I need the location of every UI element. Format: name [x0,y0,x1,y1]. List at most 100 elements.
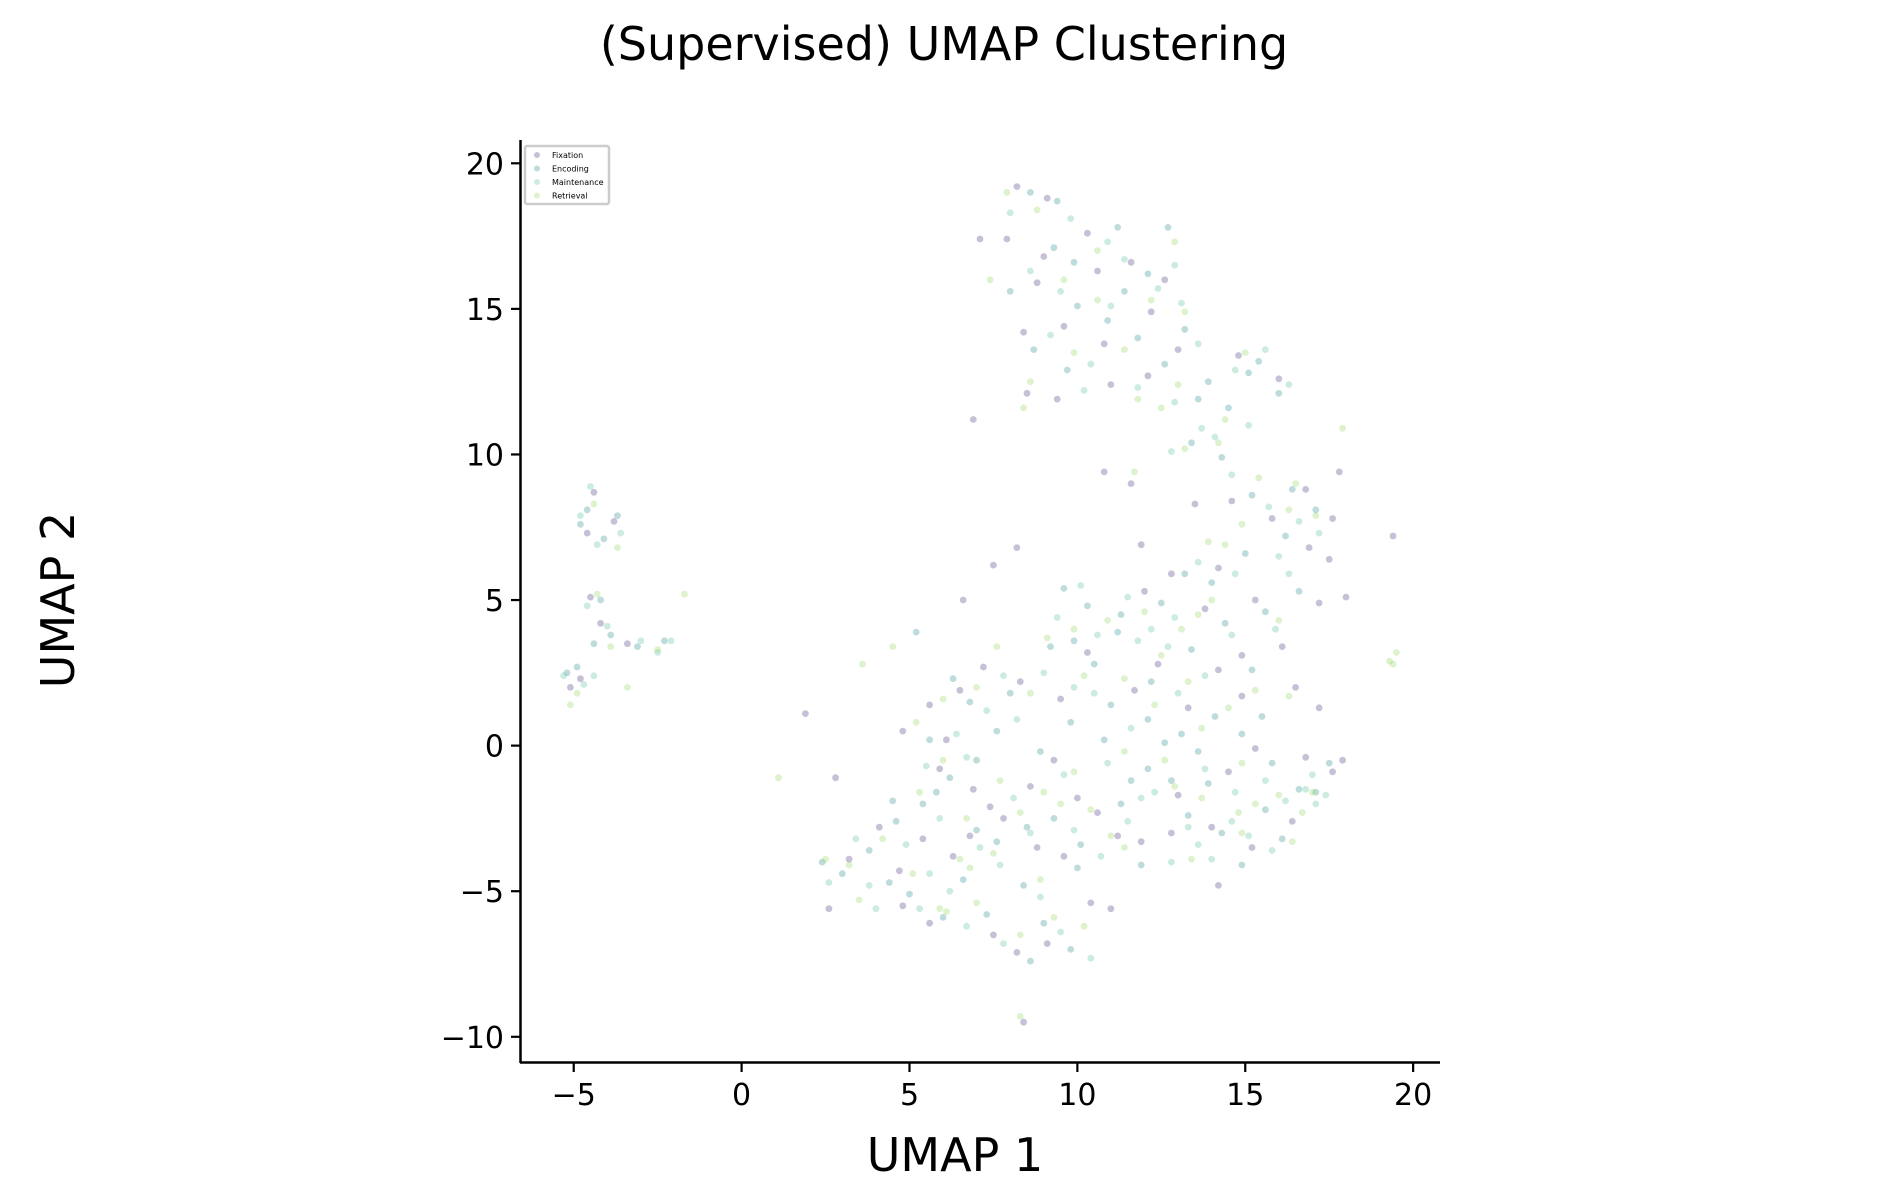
scatter-point [1288,817,1296,825]
scatter-point [1275,617,1283,624]
scatter-point [1225,704,1232,712]
scatter-point [909,870,917,878]
y-ticks-layer: −10 −5 0 5 10 15 20 [441,147,520,1056]
scatter-point [1386,657,1393,665]
scatter-point [1168,448,1175,455]
scatter-point [1288,486,1296,493]
scatter-point [956,686,964,694]
legend-marker [534,152,540,158]
scatter-point [1144,372,1152,380]
scatter-point [1312,800,1320,808]
scatter-point [1023,823,1031,831]
scatter-point [802,710,809,717]
scatter-point [1047,331,1054,339]
scatter-point [926,870,933,878]
scatter-point [1114,832,1122,840]
scatter-point [1208,596,1216,604]
scatter-point [865,882,873,889]
scatter-point [1010,794,1017,802]
legend-label: Fixation [552,151,583,160]
scatter-point [1221,416,1229,423]
scatter-point [1117,800,1125,808]
x-tick-label: 10 [1058,1078,1096,1113]
scatter-point [1016,809,1024,816]
scatter-point [1121,675,1128,683]
x-tick-label: 5 [900,1078,919,1113]
scatter-point [963,753,970,761]
scatter-point [966,864,974,872]
x-axis-label: UMAP 1 [867,1128,1043,1181]
scatter-point [1090,660,1098,668]
scatter-point [1255,474,1263,482]
scatter-point [1184,823,1192,831]
scatter-point [1221,619,1229,627]
scatter-point [1157,599,1165,607]
scatter-point [1275,389,1283,397]
scatter-point [1053,614,1061,621]
scatter-point [825,879,833,886]
scatter-point [875,823,883,831]
series-group-fixation [567,183,1397,1026]
scatter-point [1134,395,1142,403]
scatter-point [1020,328,1027,336]
scatter-point [1174,381,1182,388]
scatter-point [607,631,615,639]
scatter-point [614,512,621,519]
scatter-point [1329,768,1336,776]
scatter-point [1040,919,1048,927]
scatter-point [577,675,584,683]
scatter-point [1114,224,1122,231]
scatter-point [1228,471,1236,479]
scatter-point [983,911,991,918]
scatter-point [1302,486,1310,493]
scatter-point [1074,864,1081,872]
scatter-point [1070,684,1078,691]
scatter-point [1023,389,1031,397]
scatter-point [1067,718,1075,726]
scatter-point [1080,387,1088,394]
scatter-point [1221,541,1229,549]
scatter-point [916,788,923,796]
scatter-point [1295,587,1303,595]
scatter-point [1194,395,1202,403]
scatter-point [1144,716,1152,723]
scatter-point [667,637,675,645]
scatter-point [590,500,598,508]
scatter-point [1275,791,1283,799]
scatter-point [1198,724,1205,732]
scatter-point [916,905,923,913]
legend-marker [534,179,540,185]
scatter-point [1262,608,1269,616]
scatter-point [1137,838,1145,846]
scatter-point [1225,404,1232,412]
scatter-point [943,736,950,744]
scatter-point [1262,777,1269,784]
scatter-point [1181,445,1189,452]
scatter-point [1074,794,1081,802]
scatter-point [1198,794,1205,802]
scatter-point [1231,570,1239,578]
scatter-point [1312,788,1320,796]
scatter-point [899,727,907,735]
scatter-point [976,844,984,851]
x-tick-label: 0 [732,1078,751,1113]
scatter-point [899,902,907,910]
scatter-point [590,488,598,496]
scatter-point [936,815,944,822]
scatter-point [654,649,662,656]
scatter-point [1288,838,1296,846]
scatter-point [1171,238,1179,246]
scatter-point [1225,768,1232,776]
scatter-point [1292,684,1299,691]
scatter-point [1070,768,1078,776]
scatter-point [587,593,594,601]
scatter-point [1060,585,1068,592]
scatter-point [583,529,591,537]
scatter-point [1090,689,1098,697]
x-tick-label: 15 [1226,1078,1264,1113]
scatter-point [1194,748,1202,755]
legend-label: Maintenance [552,178,604,187]
scatter-point [577,520,584,528]
y-tick-label: −5 [460,875,504,910]
scatter-point [1013,544,1021,551]
